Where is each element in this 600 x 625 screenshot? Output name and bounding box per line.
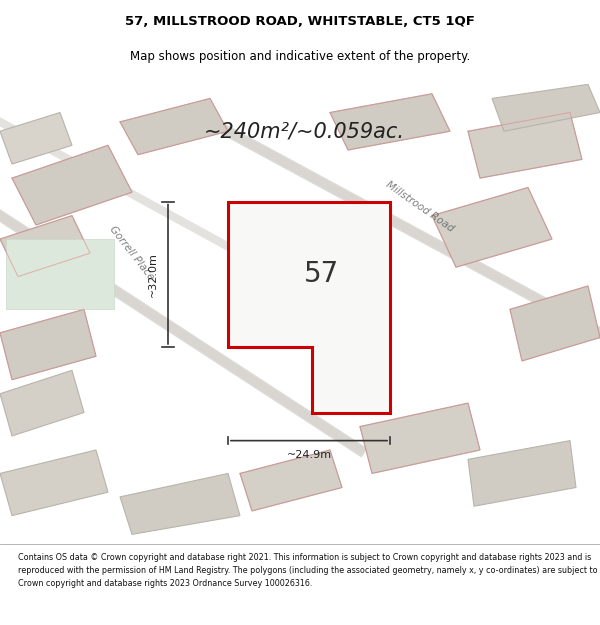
Text: Map shows position and indicative extent of the property.: Map shows position and indicative extent… — [130, 50, 470, 62]
Polygon shape — [360, 403, 480, 474]
Polygon shape — [330, 94, 450, 150]
Text: 57, MILLSTROOD ROAD, WHITSTABLE, CT5 1QF: 57, MILLSTROOD ROAD, WHITSTABLE, CT5 1QF — [125, 16, 475, 28]
Text: ~24.9m: ~24.9m — [286, 450, 332, 460]
Text: 57: 57 — [304, 260, 338, 288]
Polygon shape — [240, 450, 342, 511]
Polygon shape — [120, 98, 228, 154]
Polygon shape — [0, 370, 84, 436]
Polygon shape — [0, 112, 72, 164]
Polygon shape — [0, 309, 96, 379]
Polygon shape — [0, 450, 108, 516]
FancyBboxPatch shape — [6, 239, 114, 309]
Polygon shape — [12, 145, 132, 225]
Polygon shape — [0, 216, 90, 276]
Polygon shape — [468, 112, 582, 178]
Text: ~32.0m: ~32.0m — [148, 252, 158, 297]
Text: Contains OS data © Crown copyright and database right 2021. This information is : Contains OS data © Crown copyright and d… — [18, 554, 598, 588]
Polygon shape — [468, 441, 576, 506]
Polygon shape — [120, 474, 240, 534]
Text: Millstrood Road: Millstrood Road — [384, 179, 456, 234]
Polygon shape — [228, 201, 390, 412]
Polygon shape — [492, 84, 600, 131]
Text: Gorrell Place: Gorrell Place — [108, 224, 156, 282]
Polygon shape — [510, 286, 600, 361]
Polygon shape — [432, 188, 552, 268]
Text: ~240m²/~0.059ac.: ~240m²/~0.059ac. — [204, 121, 405, 141]
